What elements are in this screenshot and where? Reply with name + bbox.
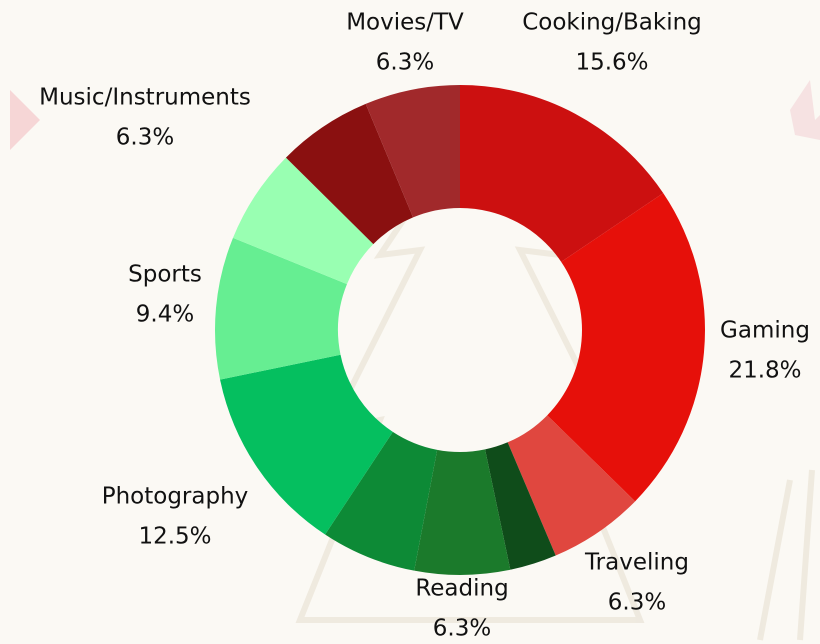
slice-value-label: 9.4% [136, 302, 194, 328]
decoration [790, 80, 820, 140]
slice-label: Movies/TV [346, 10, 464, 36]
slice-value-label: 6.3% [433, 616, 491, 642]
slice-label: Gaming [720, 318, 810, 344]
chart: Cooking/Baking 15.6% Gaming 21.8% Traveling 6… [0, 0, 820, 644]
page: {"chart_data": {"type": "donut", "catego… [0, 0, 820, 644]
slice-value-label: 21.8% [728, 358, 801, 384]
slice-label: Sports [128, 262, 202, 288]
slice-label: Photography [102, 484, 249, 510]
slice-value-label: 6.3% [376, 50, 434, 76]
slice-value-label: 6.3% [116, 125, 174, 151]
decoration [10, 90, 40, 150]
slice-label: Traveling [584, 550, 689, 576]
slice-value-label: 6.3% [608, 590, 666, 616]
slice-label: Music/Instruments [39, 85, 251, 111]
slice-value-label: 15.6% [575, 50, 648, 76]
slice-label: Reading [415, 576, 508, 602]
slice-value-label: 12.5% [138, 524, 211, 550]
slice-label: Cooking/Baking [522, 10, 702, 36]
